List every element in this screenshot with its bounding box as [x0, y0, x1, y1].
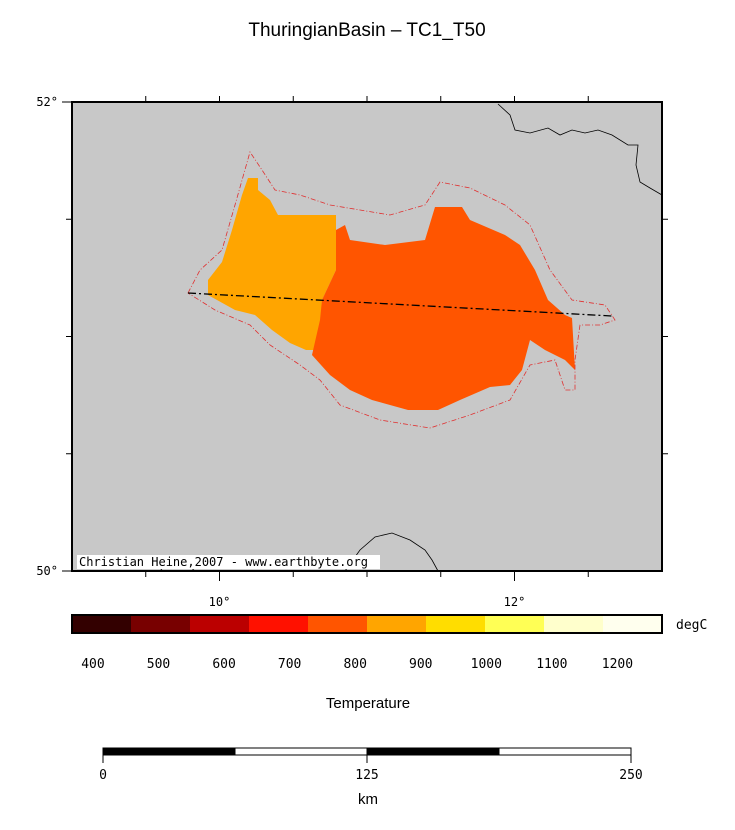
credit-box — [77, 555, 380, 569]
title: ThuringianBasin – TC1_T50 — [248, 20, 485, 41]
colorbar-segment — [426, 615, 485, 633]
colorbar-tick-label: 1000 — [471, 657, 502, 672]
profile-line — [187, 292, 613, 317]
colorbar-label: Temperature — [326, 695, 410, 712]
colorbar-frame — [71, 614, 663, 634]
colorbar-segment — [190, 615, 249, 633]
contour — [187, 151, 616, 429]
colorbar-tick-label: 900 — [409, 657, 432, 672]
scale-tick-label: 125 — [355, 768, 378, 783]
scale-segment — [102, 747, 236, 756]
scale-segment — [366, 747, 500, 756]
scale-segment — [498, 747, 632, 756]
colorbar-tick-label: 800 — [343, 657, 366, 672]
lat-label: 52° — [36, 95, 58, 109]
colorbar-tick-label: 400 — [81, 657, 104, 672]
lon-label: 10° — [209, 595, 231, 609]
colorbar-segment — [131, 615, 190, 633]
colorbar-tick-label: 700 — [278, 657, 301, 672]
colorbar-segment — [544, 615, 603, 633]
colorbar-segment — [308, 615, 367, 633]
lon-label: 12° — [504, 595, 526, 609]
scale-tick-label: 0 — [99, 768, 107, 783]
region-t800 — [312, 207, 575, 410]
colorbar-tick-label: 600 — [212, 657, 235, 672]
scale-segment — [234, 747, 368, 756]
credit: Christian Heine,2007 - www.earthbyte.org — [79, 555, 368, 569]
lat-label: 50° — [36, 564, 58, 578]
colorbar-tick-label: 1100 — [536, 657, 567, 672]
colorbar-segment — [485, 615, 544, 633]
colorbar-segment — [72, 615, 131, 633]
colorbar-tick-label: 500 — [147, 657, 170, 672]
region-t900 — [208, 178, 336, 350]
scale-unit: km — [358, 791, 378, 808]
scale-tick-label: 250 — [619, 768, 642, 783]
colorbar-segment — [603, 615, 662, 633]
colorbar-unit: degC — [676, 618, 707, 633]
colorbar-tick-label: 1200 — [602, 657, 633, 672]
colorbar-segment — [367, 615, 426, 633]
colorbar-segment — [249, 615, 308, 633]
